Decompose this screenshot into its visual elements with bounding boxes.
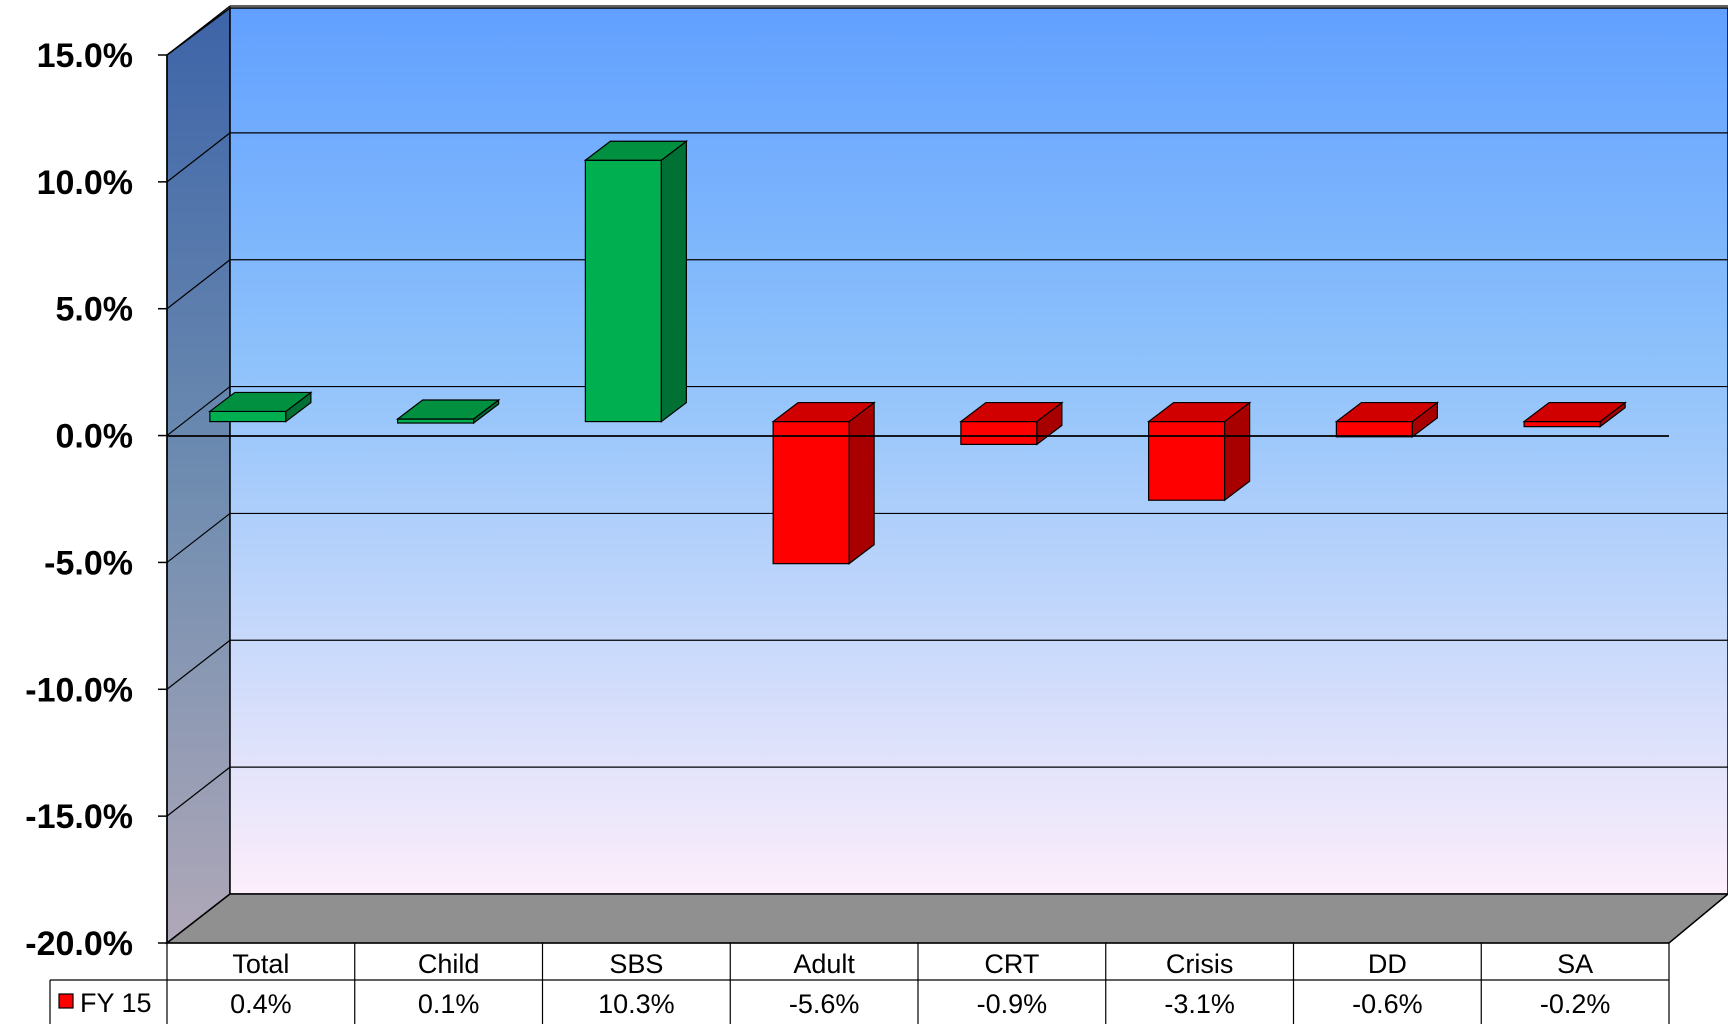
x-category-label: Total: [232, 949, 289, 979]
bar-front: [1148, 420, 1226, 501]
gridline-depth: [166, 132, 231, 183]
x-category-label: Child: [418, 949, 480, 979]
bar: [208, 391, 313, 423]
bar: [771, 401, 876, 565]
data-table: FY 15 Total 0.4% Child 0.1% SBS 10.3% Adult -5.…: [49, 942, 1670, 1024]
bar: [583, 140, 689, 423]
gridline-depth: [166, 512, 231, 563]
y-tick-label: -10.0%: [25, 671, 133, 709]
bar-front: [1523, 420, 1601, 428]
y-tick-label: -15.0%: [25, 798, 133, 836]
bar-top: [959, 401, 1064, 423]
bar-top: [583, 140, 689, 161]
bar: [959, 401, 1064, 446]
data-label: -5.6%: [789, 989, 860, 1019]
y-tick-label: 0.0%: [56, 418, 134, 456]
legend-swatch: [58, 993, 74, 1009]
bar: [1334, 401, 1440, 439]
gridline-depth: [166, 766, 231, 817]
bar-front: [209, 410, 287, 423]
gridline-depth: [166, 639, 231, 690]
bar-top: [1522, 401, 1627, 423]
data-label: 10.3%: [598, 989, 675, 1019]
bar: [395, 398, 501, 425]
x-category-label: SA: [1557, 949, 1593, 979]
bar-top: [395, 399, 501, 420]
y-tick-label: 15.0%: [37, 37, 133, 75]
data-label: -0.2%: [1540, 989, 1611, 1019]
gridline-depth: [166, 386, 231, 437]
x-category-label: SBS: [609, 949, 663, 979]
gridline-depth: [166, 259, 231, 310]
bar-front: [584, 159, 662, 423]
data-label: -0.6%: [1352, 989, 1423, 1019]
y-tick-label: -5.0%: [44, 544, 133, 582]
x-category-label: Crisis: [1166, 949, 1234, 979]
floor: [164, 893, 1728, 944]
y-tick-label: 10.0%: [37, 164, 133, 202]
bar-front: [1335, 420, 1413, 438]
bar-top: [208, 391, 313, 413]
back-wall: [229, 7, 1728, 895]
data-label: 0.4%: [230, 989, 292, 1019]
gridlines: [166, 5, 1728, 817]
bar-front: [772, 420, 850, 565]
gridline-depth: [166, 5, 231, 56]
y-axis-ticks: 15.0% 10.0% 5.0% 0.0% -5.0% -10.0% -15.0% -20.0…: [25, 37, 167, 963]
bar: [1522, 401, 1627, 428]
data-label: 0.1%: [418, 989, 480, 1019]
bar-top: [1146, 401, 1252, 423]
legend-series-name: FY 15: [80, 988, 152, 1018]
data-label: -3.1%: [1164, 989, 1235, 1019]
y-tick-label: -20.0%: [25, 925, 133, 963]
x-category-label: Adult: [793, 949, 855, 979]
side-wall: [166, 6, 231, 945]
x-category-label: DD: [1368, 949, 1407, 979]
x-category-label: CRT: [984, 949, 1039, 979]
bar: [1146, 401, 1252, 502]
data-label: -0.9%: [977, 989, 1048, 1019]
bar-side: [660, 140, 687, 423]
bar-front: [960, 420, 1038, 446]
bar-side: [848, 401, 875, 565]
bar-top: [771, 401, 876, 423]
bars: [208, 140, 1627, 565]
y-tick-label: 5.0%: [56, 291, 134, 329]
bar-top: [1334, 401, 1440, 423]
